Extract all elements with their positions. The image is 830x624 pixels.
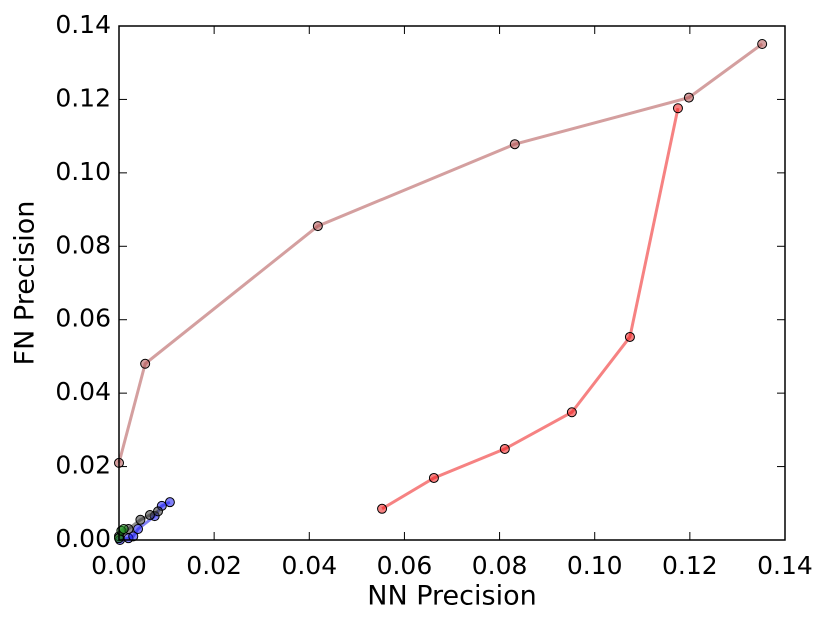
x-axis-label: NN Precision (367, 581, 536, 612)
series-line (117, 42, 764, 464)
point (153, 506, 164, 517)
x-tick-label: 0.08 (472, 551, 528, 580)
point (135, 514, 146, 525)
y-tick-label: 0.12 (55, 83, 111, 112)
point (566, 407, 577, 418)
point (757, 38, 768, 49)
point (133, 523, 144, 534)
point (118, 523, 129, 534)
y-tick-label: 0.10 (55, 157, 111, 186)
point (509, 139, 520, 150)
y-tick-label: 0.04 (55, 377, 111, 406)
y-tick-label: 0.00 (55, 524, 111, 553)
point (128, 531, 139, 542)
x-tick-label: 0.02 (186, 551, 242, 580)
plot-frame (118, 25, 786, 541)
x-tick-label: 0.10 (567, 551, 623, 580)
y-axis-label: FN Precision (10, 201, 41, 366)
point (377, 503, 388, 514)
point (428, 472, 439, 483)
y-tick-label: 0.06 (55, 304, 111, 333)
point (624, 331, 635, 342)
x-tick-label: 0.12 (662, 551, 718, 580)
y-tick-label: 0.08 (55, 230, 111, 259)
y-tick-label: 0.14 (55, 10, 111, 39)
x-tick-label: 0.14 (757, 551, 813, 580)
point (499, 443, 510, 454)
point (312, 221, 323, 232)
point (672, 103, 683, 114)
point (683, 92, 694, 103)
point (144, 510, 155, 521)
point (164, 497, 175, 508)
x-tick-label: 0.06 (377, 551, 433, 580)
y-tick-label: 0.02 (55, 451, 111, 480)
point (140, 358, 151, 369)
x-tick-label: 0.04 (281, 551, 337, 580)
series-line (381, 107, 680, 511)
x-tick-label: 0.00 (91, 551, 147, 580)
